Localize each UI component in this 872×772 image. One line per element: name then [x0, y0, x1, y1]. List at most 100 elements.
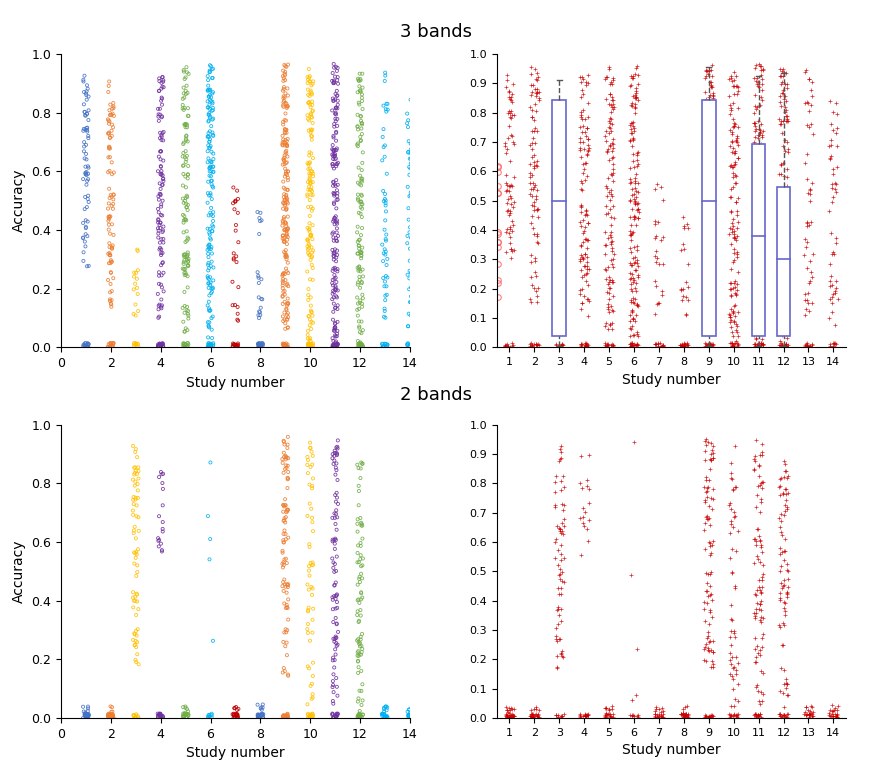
Point [81, 712, 95, 724]
Point [330, 486, 344, 499]
Point [204, 287, 218, 300]
Point [276, 84, 290, 96]
Point [306, 708, 320, 720]
Point [327, 196, 341, 208]
Point [176, 179, 190, 191]
Point [330, 101, 344, 113]
Point [405, 337, 419, 349]
Point [327, 590, 341, 602]
Point [227, 181, 241, 194]
Point [276, 547, 290, 559]
Point [206, 166, 220, 178]
Point [329, 107, 343, 119]
Point [279, 341, 293, 354]
Point [153, 242, 167, 254]
Point [351, 526, 364, 538]
Point [401, 202, 415, 215]
Point [351, 540, 365, 552]
Point [379, 235, 393, 247]
Point [155, 71, 169, 83]
Point [104, 256, 118, 268]
Point [325, 708, 339, 720]
Point [277, 126, 291, 138]
Point [306, 104, 320, 117]
Point [177, 250, 191, 262]
Point [351, 661, 365, 673]
Point [303, 436, 317, 449]
Point [405, 709, 419, 722]
Point [377, 247, 391, 259]
Point [355, 300, 369, 313]
Point [154, 468, 168, 480]
Point [301, 337, 315, 350]
Point [251, 709, 265, 722]
Point [302, 238, 316, 250]
Point [181, 301, 194, 313]
Point [276, 96, 290, 109]
Point [303, 114, 317, 127]
Point [276, 711, 290, 723]
Point [202, 242, 216, 254]
Point [276, 229, 290, 242]
Point [325, 67, 339, 80]
Point [352, 320, 366, 333]
Point [352, 271, 366, 283]
Point [401, 320, 415, 332]
Point [154, 341, 168, 354]
Point [280, 303, 294, 316]
Point [301, 451, 315, 463]
Point [276, 515, 290, 527]
Point [156, 499, 170, 512]
Point [156, 266, 170, 279]
Point [154, 300, 168, 313]
Point [303, 167, 317, 179]
Point [326, 654, 340, 666]
Point [303, 177, 317, 189]
Point [230, 301, 244, 313]
Point [155, 209, 169, 222]
Point [330, 120, 344, 132]
Point [330, 249, 344, 261]
Point [354, 462, 368, 475]
Point [281, 266, 295, 279]
Point [105, 340, 119, 353]
Point [276, 232, 290, 245]
Point [304, 306, 318, 318]
Point [201, 337, 215, 350]
Point [77, 338, 91, 350]
Bar [553, 100, 566, 336]
Point [255, 711, 269, 723]
Point [176, 160, 190, 172]
Point [306, 656, 320, 669]
Point [351, 341, 364, 354]
Point [351, 692, 365, 705]
Point [101, 127, 115, 140]
Point [325, 75, 339, 87]
Point [405, 296, 419, 309]
Point [329, 210, 343, 222]
Point [201, 251, 215, 263]
Point [378, 303, 392, 315]
Point [201, 282, 215, 294]
Point [277, 72, 291, 84]
Point [279, 553, 293, 565]
Point [201, 320, 215, 332]
Point [302, 224, 316, 236]
Point [205, 178, 219, 191]
Point [277, 158, 291, 171]
Point [250, 206, 264, 218]
Point [252, 212, 266, 224]
Point [277, 340, 291, 353]
Point [303, 75, 317, 87]
Point [105, 711, 119, 723]
Point [352, 337, 366, 350]
Point [301, 83, 315, 96]
Point [153, 132, 167, 144]
Point [252, 305, 266, 317]
Point [278, 162, 292, 174]
Point [303, 570, 317, 582]
Point [231, 339, 245, 351]
Point [352, 337, 366, 349]
Point [278, 183, 292, 195]
Point [204, 208, 218, 221]
